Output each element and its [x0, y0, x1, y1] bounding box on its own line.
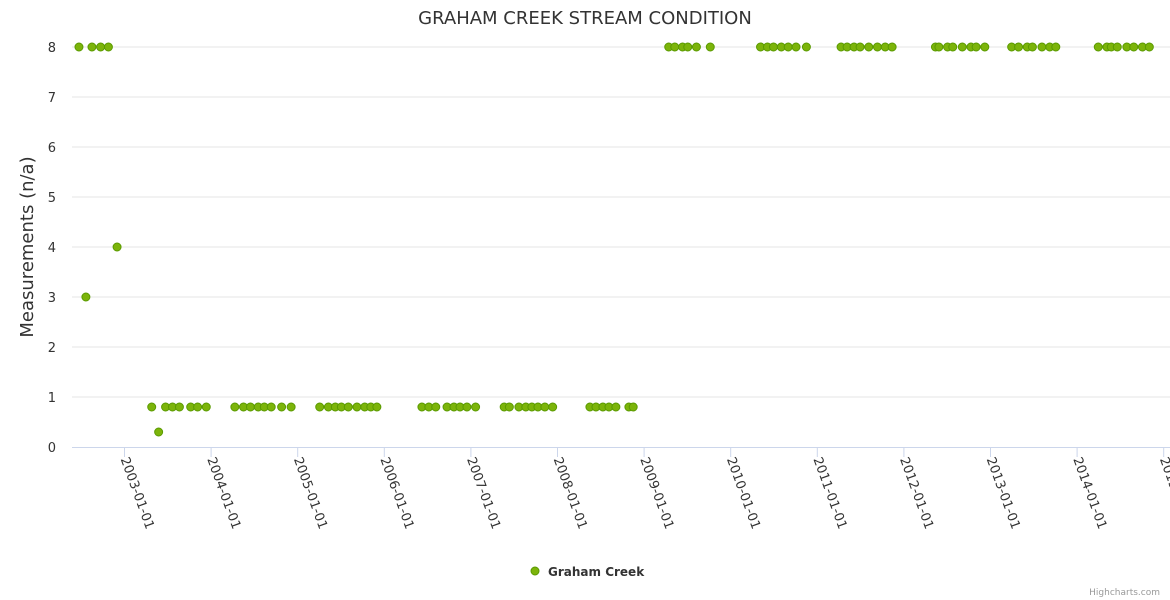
data-point [147, 402, 157, 412]
y-tick-label: 7 [48, 91, 56, 106]
x-tick-label: 2014-01-01 [1069, 455, 1109, 531]
x-tick-label: 2013-01-01 [983, 455, 1023, 531]
data-point [1037, 42, 1047, 52]
x-tick-label: 2006-01-01 [377, 455, 417, 531]
credits-link[interactable]: Highcharts.com [1089, 588, 1160, 598]
y-tick-label: 1 [48, 391, 56, 406]
y-tick-label: 8 [48, 41, 56, 56]
data-point [1112, 42, 1122, 52]
data-point [791, 42, 801, 52]
data-point [103, 42, 113, 52]
data-point [872, 42, 882, 52]
y-tick-label: 4 [48, 241, 56, 256]
x-tick-label: 2007-01-01 [463, 455, 503, 531]
data-point [540, 402, 550, 412]
y-tick-label: 5 [48, 191, 56, 206]
x-tick-label: 2011-01-01 [810, 455, 850, 531]
data-point [611, 402, 621, 412]
data-point [352, 402, 362, 412]
x-tick-label: 2004-01-01 [203, 455, 243, 531]
data-point [96, 42, 106, 52]
x-tick-label: 2010-01-01 [723, 455, 763, 531]
data-point [1051, 42, 1061, 52]
data-point [277, 402, 287, 412]
data-point [864, 42, 874, 52]
data-point [855, 42, 865, 52]
data-point [887, 42, 897, 52]
data-point [431, 402, 441, 412]
data-point [471, 402, 481, 412]
data-point [193, 402, 203, 412]
data-point [372, 402, 382, 412]
data-point [971, 42, 981, 52]
data-point [286, 402, 296, 412]
x-tick-label: 2015-01-01 [1156, 455, 1170, 531]
data-point [783, 42, 793, 52]
data-point [1093, 42, 1103, 52]
data-point [245, 402, 255, 412]
y-tick-label: 6 [48, 141, 56, 156]
data-point [87, 42, 97, 52]
data-point [112, 242, 122, 252]
legend-marker [530, 566, 540, 576]
data-point [948, 42, 958, 52]
data-point [462, 402, 472, 412]
y-tick-label: 0 [48, 441, 56, 456]
data-point [174, 402, 184, 412]
data-point [670, 42, 680, 52]
data-point [934, 42, 944, 52]
x-tick-label: 2005-01-01 [290, 455, 330, 531]
data-point [201, 402, 211, 412]
data-point [81, 292, 91, 302]
data-point [230, 402, 240, 412]
chart-title: GRAHAM CREEK STREAM CONDITION [418, 8, 752, 29]
legend-item-graham-creek[interactable]: Graham Creek [530, 565, 645, 579]
data-point [1027, 42, 1037, 52]
data-point [504, 402, 514, 412]
data-point [769, 42, 778, 52]
data-point [154, 427, 164, 437]
data-point [266, 402, 276, 412]
x-tick-label: 2012-01-01 [896, 455, 936, 531]
x-tick-label: 2003-01-01 [117, 455, 157, 531]
data-point [1144, 42, 1154, 52]
x-tick-label: 2008-01-01 [550, 455, 590, 531]
y-axis-title: Measurements (n/a) [17, 156, 38, 337]
data-point [628, 402, 638, 412]
data-point [1014, 42, 1024, 52]
data-point [980, 42, 990, 52]
y-tick-label: 3 [48, 291, 56, 306]
data-point [548, 402, 558, 412]
data-point [315, 402, 325, 412]
y-tick-label: 2 [48, 341, 56, 356]
legend-label: Graham Creek [548, 565, 645, 579]
data-point [801, 42, 811, 52]
data-point [691, 42, 701, 52]
data-point [74, 42, 84, 52]
x-tick-label: 2009-01-01 [636, 455, 676, 531]
data-point [1129, 42, 1139, 52]
data-point [343, 402, 353, 412]
data-point [957, 42, 967, 52]
data-point [683, 42, 693, 52]
data-point [705, 42, 715, 52]
